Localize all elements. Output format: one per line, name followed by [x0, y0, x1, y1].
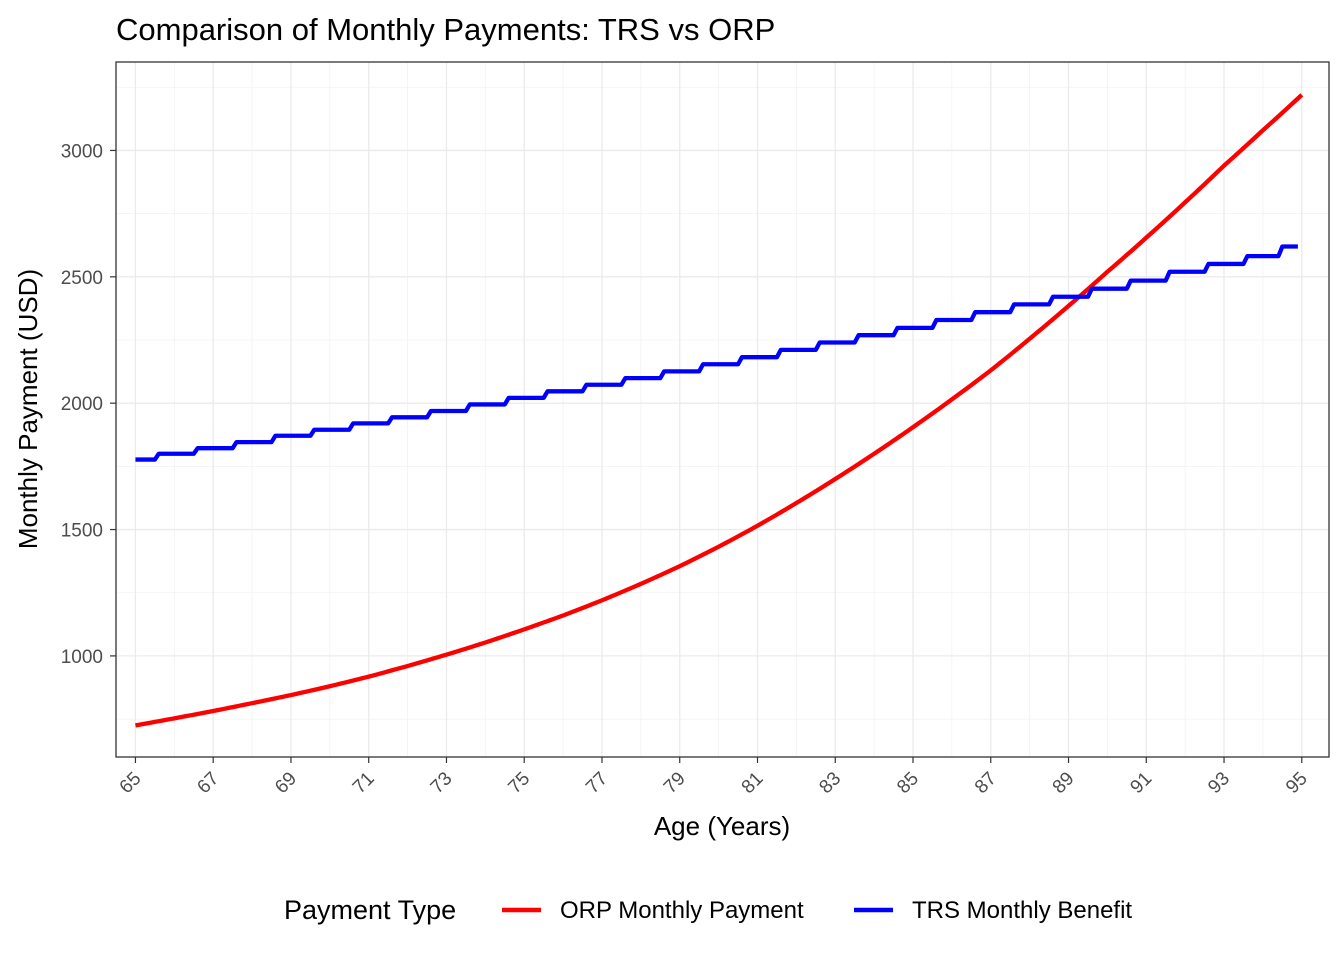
x-tick-label: 75	[504, 768, 534, 798]
major-gridlines	[116, 62, 1329, 757]
x-tick-label: 69	[271, 768, 301, 798]
x-tick-label: 71	[349, 768, 379, 798]
series-layer	[135, 93, 1304, 728]
y-tick-label: 2500	[61, 268, 103, 289]
x-tick-label: 93	[1204, 768, 1234, 798]
x-tick-label: 87	[971, 768, 1001, 798]
x-tick-label: 91	[1126, 768, 1156, 798]
x-tick-label: 95	[1282, 768, 1312, 798]
x-axis-title: Age (Years)	[654, 811, 790, 841]
trs-monthly-benefit-line	[135, 244, 1298, 462]
x-tick-label: 77	[582, 768, 612, 798]
y-tick-label: 2000	[61, 394, 103, 415]
plot-panel-border	[115, 61, 1330, 758]
y-tick-label: 1000	[61, 647, 103, 668]
legend-label-orp: ORP Monthly Payment	[560, 897, 804, 924]
x-tick-label: 85	[893, 768, 923, 798]
y-axis-title: Monthly Payment (USD)	[13, 269, 43, 549]
x-tick-label: 73	[427, 768, 457, 798]
x-tick-label: 83	[815, 768, 845, 798]
x-axis: 65 67 69 71 73 75 77 79 81 83 85 87 89 91 93 95	[116, 757, 1312, 798]
legend-title: Payment Type	[284, 895, 456, 925]
x-tick-label: 89	[1049, 768, 1079, 798]
y-axis: 1000 1500 2000 2500 3000	[61, 141, 116, 668]
y-tick-label: 3000	[61, 141, 103, 162]
orp-monthly-payment-line	[135, 93, 1304, 728]
x-tick-label: 65	[116, 768, 146, 798]
chart-title: Comparison of Monthly Payments: TRS vs O…	[116, 12, 775, 47]
y-tick-label: 1500	[61, 521, 103, 542]
x-tick-label: 79	[660, 768, 690, 798]
minor-gridlines	[116, 62, 1329, 757]
x-tick-label: 67	[193, 768, 223, 798]
legend: Payment Type ORP Monthly Payment TRS Mon…	[284, 895, 1132, 925]
legend-label-trs: TRS Monthly Benefit	[912, 897, 1132, 924]
x-tick-label: 81	[738, 768, 768, 798]
